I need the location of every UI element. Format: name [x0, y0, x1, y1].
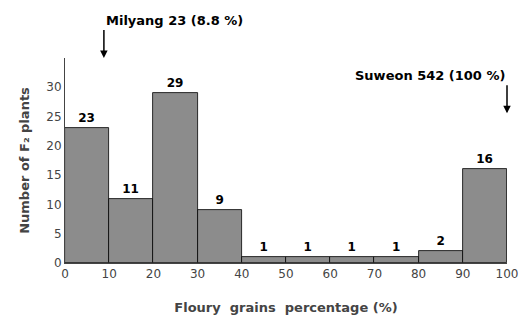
svg-text:40: 40	[234, 267, 249, 281]
svg-text:1: 1	[392, 240, 400, 254]
svg-text:20: 20	[46, 139, 61, 153]
svg-text:10: 10	[102, 267, 117, 281]
svg-text:23: 23	[78, 111, 95, 125]
svg-text:0: 0	[54, 256, 62, 270]
svg-text:5: 5	[54, 227, 62, 241]
svg-text:30: 30	[190, 267, 205, 281]
svg-text:0: 0	[61, 267, 69, 281]
svg-text:25: 25	[46, 110, 61, 124]
svg-text:30: 30	[46, 80, 61, 94]
svg-text:9: 9	[215, 193, 223, 207]
svg-text:Floury grains percentage (%): Floury grains percentage (%)	[174, 300, 397, 315]
svg-text:10: 10	[46, 198, 61, 212]
svg-text:15: 15	[46, 168, 61, 182]
svg-text:Number of F₂ plants: Number of F₂ plants	[17, 87, 32, 234]
svg-text:Suweon 542 (100 %): Suweon 542 (100 %)	[355, 68, 505, 83]
svg-text:90: 90	[455, 267, 470, 281]
svg-text:1: 1	[303, 240, 311, 254]
svg-text:2: 2	[436, 234, 444, 248]
svg-text:70: 70	[367, 267, 382, 281]
svg-text:1: 1	[259, 240, 267, 254]
svg-text:80: 80	[411, 267, 426, 281]
svg-text:29: 29	[167, 76, 184, 90]
svg-text:16: 16	[476, 152, 493, 166]
svg-text:20: 20	[146, 267, 161, 281]
svg-text:Milyang 23 (8.8 %): Milyang 23 (8.8 %)	[106, 13, 243, 28]
svg-text:50: 50	[278, 267, 293, 281]
svg-text:1: 1	[347, 240, 355, 254]
svg-text:60: 60	[323, 267, 338, 281]
svg-text:11: 11	[122, 182, 139, 196]
svg-text:100: 100	[496, 267, 519, 281]
